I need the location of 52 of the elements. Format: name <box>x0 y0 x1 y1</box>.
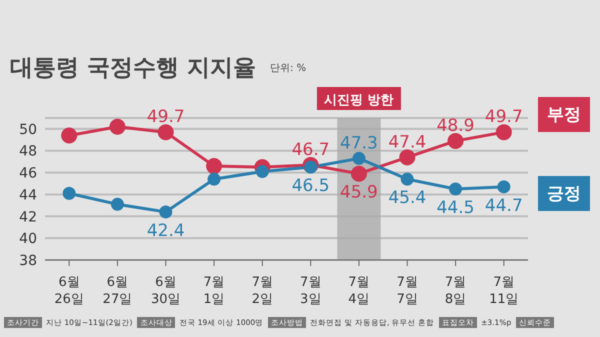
x-tick-label: 7월 7일 <box>396 275 418 307</box>
band-label: 시진핑 방한 <box>324 93 394 108</box>
point <box>448 132 464 149</box>
point <box>158 124 174 140</box>
point <box>400 172 414 186</box>
point <box>159 205 172 218</box>
x-tick-label: 7월 11일 <box>489 275 519 307</box>
chart-title: 대통령 국정수행 지지율 <box>10 54 256 83</box>
point <box>109 118 126 135</box>
data-label: 44.5 <box>436 198 474 218</box>
point <box>256 165 269 178</box>
x-tick-label: 7월 1일 <box>203 275 225 307</box>
data-label: 47.3 <box>340 133 378 154</box>
text: 긍정 <box>538 176 590 211</box>
point <box>110 198 124 211</box>
point <box>352 152 366 165</box>
text: 부정 <box>538 97 590 132</box>
point <box>61 127 78 144</box>
x-tick-label: 6월 30일 <box>150 275 181 307</box>
y-tick-label: 44 <box>19 187 38 204</box>
data-label: 46.7 <box>292 140 330 160</box>
y-tick-label: 48 <box>19 144 37 160</box>
data-label: 45.4 <box>388 188 426 208</box>
point <box>350 166 367 182</box>
data-label: 44.7 <box>484 196 523 216</box>
data-label: 47.4 <box>388 132 426 152</box>
x-tick-label: 7월 3일 <box>300 275 322 307</box>
data-label: 48.9 <box>436 116 474 136</box>
point <box>496 124 512 140</box>
y-tick-label: 46 <box>19 166 38 182</box>
x-tick-label: 7월 8일 <box>444 275 466 307</box>
point <box>449 182 462 196</box>
point <box>62 186 76 200</box>
point <box>208 172 221 186</box>
x-tick-label: 7월 2일 <box>252 275 273 307</box>
data-label: 46.5 <box>292 176 330 196</box>
point <box>304 160 318 174</box>
x-tick-label: 6월 27일 <box>102 275 132 307</box>
point <box>399 149 416 166</box>
point <box>497 180 510 194</box>
data-label: 42.4 <box>146 220 185 241</box>
y-tick-label: 40 <box>19 231 37 248</box>
data-label: 45.9 <box>340 182 378 203</box>
x-tick-label: 6월 26일 <box>54 275 84 307</box>
data-label: 49.7 <box>484 107 523 128</box>
chart-subtitle: 단위: % <box>270 62 306 74</box>
point <box>206 158 222 174</box>
x-tick-label: 7월 4일 <box>348 275 370 307</box>
data-label: 49.7 <box>146 107 185 128</box>
y-tick-label: 38 <box>19 252 37 269</box>
y-tick-label: 42 <box>19 209 37 226</box>
y-tick-label: 50 <box>19 122 37 138</box>
